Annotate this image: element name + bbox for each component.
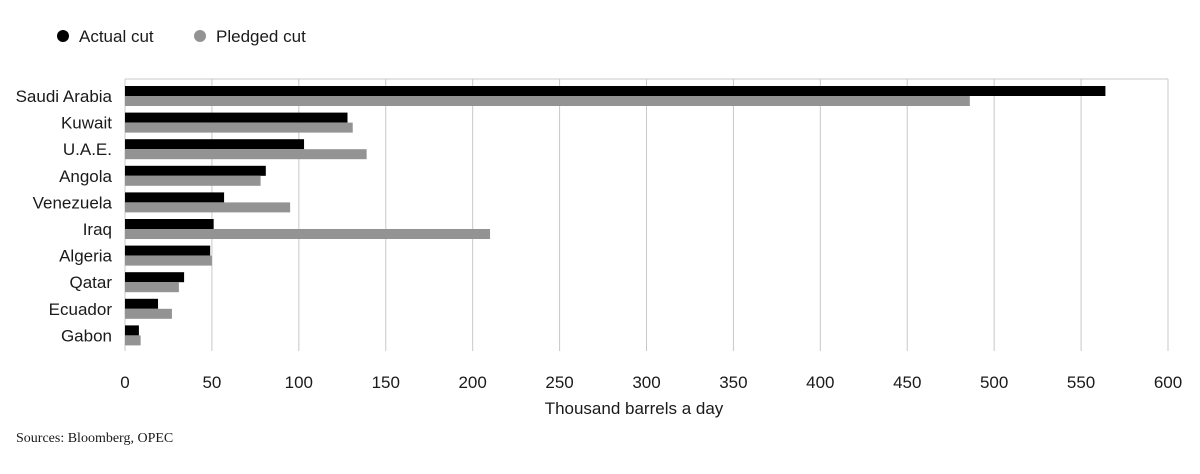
category-label: Angola: [59, 167, 112, 186]
bar-actual-cut: [125, 192, 225, 203]
bar-pledged-cut: [125, 255, 212, 266]
legend-label-actual: Actual cut: [79, 27, 154, 46]
legend-label-pledged: Pledged cut: [216, 27, 306, 46]
x-tick-label: 300: [632, 373, 660, 392]
x-tick-label: 200: [458, 373, 486, 392]
x-tick-label: 100: [285, 373, 313, 392]
category-label: Qatar: [69, 273, 112, 292]
x-tick-label: 0: [120, 373, 129, 392]
legend-swatch-actual: [57, 30, 69, 42]
legend: Actual cut Pledged cut: [57, 27, 306, 46]
bar-actual-cut: [125, 139, 305, 150]
bar-actual-cut: [125, 165, 266, 176]
category-label: Algeria: [59, 247, 112, 266]
x-tick-label: 250: [545, 373, 573, 392]
x-tick-label: 400: [806, 373, 834, 392]
bar-pledged-cut: [125, 96, 970, 106]
bar-actual-cut: [125, 272, 185, 283]
bar-pledged-cut: [125, 308, 172, 319]
grid-lines: [124, 78, 1169, 351]
source-note: Sources: Bloomberg, OPEC: [16, 431, 173, 446]
bar-pledged-cut: [125, 175, 261, 186]
x-tick-label: 500: [980, 373, 1008, 392]
category-labels: Saudi Arabia Kuwait U.A.E. Angola Venezuela I…: [16, 87, 113, 345]
bar-pledged-cut: [125, 282, 179, 293]
bar-actual-cut: [125, 298, 159, 309]
legend-swatch-pledged: [194, 30, 206, 42]
category-label: Kuwait: [61, 114, 112, 133]
legend-item-pledged[interactable]: Pledged cut: [194, 27, 306, 46]
x-tick-label: 150: [372, 373, 400, 392]
category-label: Gabon: [61, 326, 112, 345]
x-tick-label: 350: [719, 373, 747, 392]
category-label: Saudi Arabia: [16, 87, 113, 106]
category-label: U.A.E.: [63, 140, 112, 159]
x-tick-label: 600: [1154, 373, 1182, 392]
bar-actual-cut: [125, 86, 1106, 96]
legend-item-actual[interactable]: Actual cut: [57, 27, 154, 46]
bar-actual-cut: [125, 325, 139, 336]
x-axis-title: Thousand barrels a day: [545, 399, 724, 418]
bar-pledged-cut: [125, 202, 291, 213]
category-label: Ecuador: [49, 300, 113, 319]
bar-actual-cut: [125, 219, 214, 229]
bar-pledged-cut: [125, 229, 491, 239]
x-tick-label: 550: [1067, 373, 1095, 392]
x-tick-label: 450: [893, 373, 921, 392]
category-label: Iraq: [83, 220, 112, 239]
category-label: Venezuela: [33, 193, 113, 212]
bar-actual-cut: [125, 245, 211, 256]
bar-pledged-cut: [125, 149, 367, 160]
bar-pledged-cut: [125, 122, 353, 133]
x-tick-label: 50: [202, 373, 221, 392]
bar-pledged-cut: [125, 335, 141, 346]
bar-actual-cut: [125, 112, 348, 123]
x-tick-labels: 0 50 100 150 200 250 300 350 400 450 500 550 600: [120, 373, 1182, 392]
bars: [125, 86, 1106, 346]
